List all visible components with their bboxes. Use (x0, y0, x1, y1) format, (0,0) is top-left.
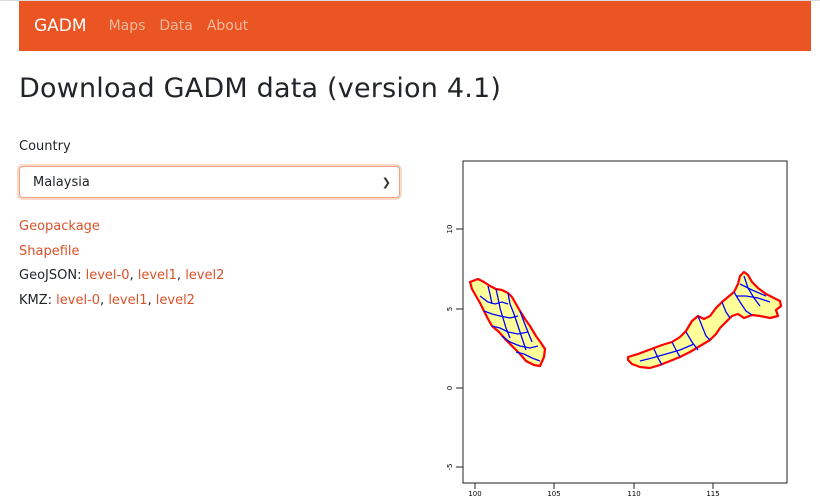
separator: , (129, 268, 138, 283)
chevron-down-icon: ❯ (381, 175, 391, 189)
kmz-level2-link[interactable]: level2 (155, 292, 195, 308)
nav-link-data[interactable]: Data (159, 18, 193, 34)
shapefile-link[interactable]: Shapefile (19, 243, 80, 259)
separator: , (100, 292, 109, 308)
x-tick-label: 115 (706, 490, 719, 498)
kmz-label: KMZ: (19, 292, 53, 308)
geojson-label: GeoJSON: (19, 268, 82, 283)
y-tick-label: 0 (446, 386, 454, 390)
country-label: Country (19, 139, 71, 154)
country-select[interactable]: Malaysia ❯ (19, 166, 400, 198)
navbar: GADM Maps Data About (19, 1, 811, 51)
geopackage-link[interactable]: Geopackage (19, 219, 100, 234)
y-tick-label: 10 (446, 225, 454, 234)
geojson-row: GeoJSON: level-0, level1, level2 (19, 264, 224, 289)
download-links: Geopackage Shapefile GeoJSON: level-0, l… (19, 215, 224, 313)
brand-link[interactable]: GADM (34, 16, 87, 36)
geojson-level0-link[interactable]: level-0 (85, 268, 130, 283)
y-tick-label: -5 (446, 464, 454, 471)
x-tick-label: 105 (547, 490, 560, 498)
country-select-value: Malaysia (33, 174, 90, 190)
x-tick-label: 110 (627, 490, 640, 498)
separator: , (147, 292, 156, 308)
y-tick-label: 5 (446, 307, 454, 311)
kmz-row: KMZ: level-0, level1, level2 (19, 289, 224, 314)
country-map: 10 5 0 -5 100 105 110 115 (440, 156, 800, 500)
kmz-level0-link[interactable]: level-0 (56, 292, 101, 308)
borneo-malaysia-shape (626, 270, 783, 370)
nav-link-about[interactable]: About (206, 18, 249, 34)
country-map-svg: 10 5 0 -5 100 105 110 115 (446, 160, 788, 498)
peninsular-malaysia-shape (468, 277, 547, 368)
page-title: Download GADM data (version 4.1) (19, 73, 502, 104)
separator: , (176, 268, 186, 283)
geojson-level2-link[interactable]: level2 (185, 268, 225, 283)
geojson-level1-link[interactable]: level1 (137, 268, 177, 283)
x-tick-label: 100 (468, 490, 481, 498)
nav-link-maps[interactable]: Maps (108, 18, 146, 34)
kmz-level1-link[interactable]: level1 (108, 292, 148, 308)
